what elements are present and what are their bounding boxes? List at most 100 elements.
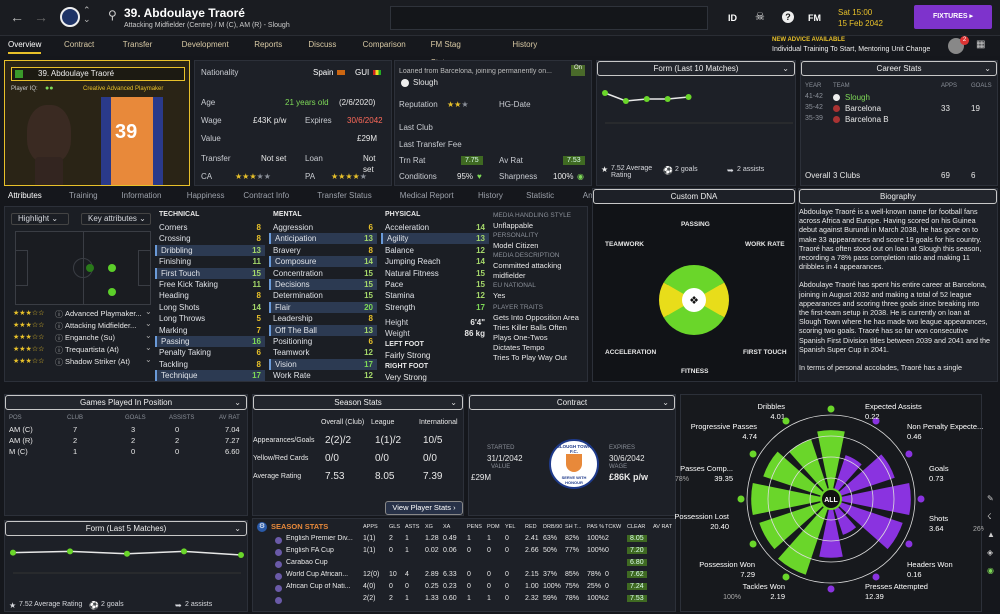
loan-club[interactable]: Slough [413,78,438,87]
attribute-row[interactable]: Leadership 8 [269,313,377,324]
contract-header[interactable]: Contract ⌄ [469,395,675,410]
skull-icon[interactable]: ☠ [755,11,765,23]
attribute-row[interactable]: Anticipation 13 [269,233,377,245]
attribute-row[interactable]: Off The Ball 13 [269,324,377,336]
attribute-row[interactable]: Corners 8 [155,222,265,233]
attribute-row[interactable]: Long Shots 14 [155,302,265,313]
menu-icon[interactable]: ▦ [976,39,986,50]
tab-happiness[interactable]: Happiness [186,191,225,200]
forward-icon[interactable]: → [34,9,48,25]
dna-header[interactable]: Custom DNA [593,189,795,204]
role-name[interactable]: Trequartista (At) [65,345,119,354]
info-icon[interactable]: ⓘ [55,346,63,355]
tab-training[interactable]: Training [69,191,98,200]
attribute-row[interactable]: Aggression 6 [269,222,377,233]
attribute-row[interactable]: Marking 7 [155,325,265,336]
attribute-row[interactable]: Agility 13 [381,233,489,245]
attribute-row[interactable]: Work Rate 12 [269,370,377,381]
view-player-stats-button[interactable]: View Player Stats › [385,501,463,515]
highlight-dropdown[interactable]: Highlight ⌄ [11,213,69,225]
tab-medical-report[interactable]: Medical Report [399,191,454,200]
side-icon-1[interactable]: ✎ [987,494,994,503]
career-team[interactable]: Slough [845,93,870,102]
attribute-row[interactable]: Pace 15 [381,279,489,290]
tab-attributes[interactable]: Attributes [8,191,42,200]
back-icon[interactable]: ← [10,9,24,25]
attribute-row[interactable]: Composure 14 [269,256,377,268]
nav-discuss[interactable]: Discuss [308,40,337,49]
nav-development[interactable]: Development [181,40,229,49]
nav-reports[interactable]: Reports [254,40,283,49]
nav-history[interactable]: History [512,40,538,49]
attribute-row[interactable]: Strength 17 [381,302,489,313]
season-stats-heading[interactable]: SEASON STATS [271,522,329,531]
attribute-row[interactable]: Acceleration 14 [381,222,489,233]
loan-status[interactable]: Not set [363,154,376,174]
tab-information[interactable]: Information [121,191,162,200]
club-badge-icon[interactable] [60,7,80,27]
attribute-row[interactable]: Passing 16 [155,336,265,347]
career-team[interactable]: Barcelona [845,104,882,113]
ss-competition[interactable]: African Cup of Nati... [286,583,351,590]
side-icon-2[interactable]: ☇ [987,512,992,521]
info-icon[interactable]: ⓘ [55,322,63,331]
help-icon[interactable]: ? [782,11,794,23]
attribute-row[interactable]: Jumping Reach 14 [381,256,489,267]
transfer-status[interactable]: Not set [261,154,287,163]
role-name[interactable]: Shadow Striker (At) [65,357,131,366]
form10-header[interactable]: Form (Last 10 Matches) ⌄ [597,61,795,76]
search-icon[interactable]: ⚲ [108,8,117,22]
attribute-row[interactable]: Penalty Taking 6 [155,347,265,358]
career-header[interactable]: Career Stats ⌄ [801,61,997,76]
chevron-down-icon[interactable]: ⌄ [145,307,152,316]
attribute-row[interactable]: Crossing 8 [155,233,265,244]
chevron-down-icon[interactable]: ⌄ [145,343,152,352]
attribute-row[interactable]: Balance 12 [381,245,489,256]
tab-transfer-status[interactable]: Transfer Status [317,191,372,200]
nav-transfer[interactable]: Transfer [122,40,153,49]
attribute-row[interactable]: Flair 20 [269,301,377,313]
side-icon-3[interactable]: ▲ [987,530,995,539]
nav-comparison[interactable]: Comparison [362,40,406,49]
bio-header[interactable]: Biography [799,189,997,204]
side-icon-4[interactable]: ◈ [987,548,994,557]
advice-text[interactable]: Individual Training To Start, Mentoring … [772,46,931,53]
attribute-row[interactable]: Heading 8 [155,290,265,301]
gp-header[interactable]: Games Played In Position ⌄ [5,395,247,410]
role-name[interactable]: Advanced Playmaker... [65,309,142,318]
attribute-row[interactable]: Stamina 12 [381,290,489,301]
nav-fm-stag-stats[interactable]: FM Stag Stats [430,40,461,67]
info-icon[interactable]: ⓘ [55,358,63,367]
ss-competition[interactable]: English FA Cup [286,547,334,554]
nav-overview[interactable]: Overview [8,36,42,54]
info-icon[interactable]: ⓘ [55,310,63,319]
attribute-row[interactable]: Long Throws 5 [155,313,265,324]
search-box[interactable] [390,6,708,30]
fm-button[interactable]: FM [808,13,821,23]
ss-competition[interactable]: World Cup African... [286,571,349,578]
attribute-row[interactable]: Vision 17 [269,358,377,370]
attribute-row[interactable]: Dribbling 13 [155,244,265,256]
ss-competition[interactable]: Carabao Cup [286,559,328,566]
attribute-row[interactable]: Decisions 15 [269,279,377,290]
role-name[interactable]: Attacking Midfielder... [65,321,137,330]
season-header[interactable]: Season Stats ⌄ [253,395,463,410]
fixtures-button[interactable]: FIXTURES ▸ [914,5,992,29]
key-attributes-dropdown[interactable]: Key attributes ⌄ [81,213,151,225]
attribute-row[interactable]: First Touch 15 [155,267,265,279]
ss-competition[interactable]: English Premier Div... [286,535,353,542]
info-icon[interactable]: ⓘ [55,334,63,343]
attribute-row[interactable]: Concentration 15 [269,268,377,279]
tab-statistic[interactable]: Statistic [526,191,555,200]
chevron-down-icon[interactable]: ⌄ [145,319,152,328]
bio-text[interactable]: Abdoulaye Traoré is a well-known name fo… [799,207,995,381]
chevron-updown-icon[interactable]: ⌃ ⌄ [83,5,91,24]
attribute-row[interactable]: Bravery 8 [269,245,377,256]
role-name[interactable]: Enganche (Su) [65,333,116,342]
id-button[interactable]: ID [728,13,737,23]
chevron-down-icon[interactable]: ⌄ [145,331,152,340]
tab-history[interactable]: History [478,191,503,200]
attribute-row[interactable]: Positioning 6 [269,336,377,347]
form5-header[interactable]: Form (Last 5 Matches) ⌄ [5,521,247,536]
attribute-row[interactable]: Free Kick Taking 11 [155,279,265,290]
